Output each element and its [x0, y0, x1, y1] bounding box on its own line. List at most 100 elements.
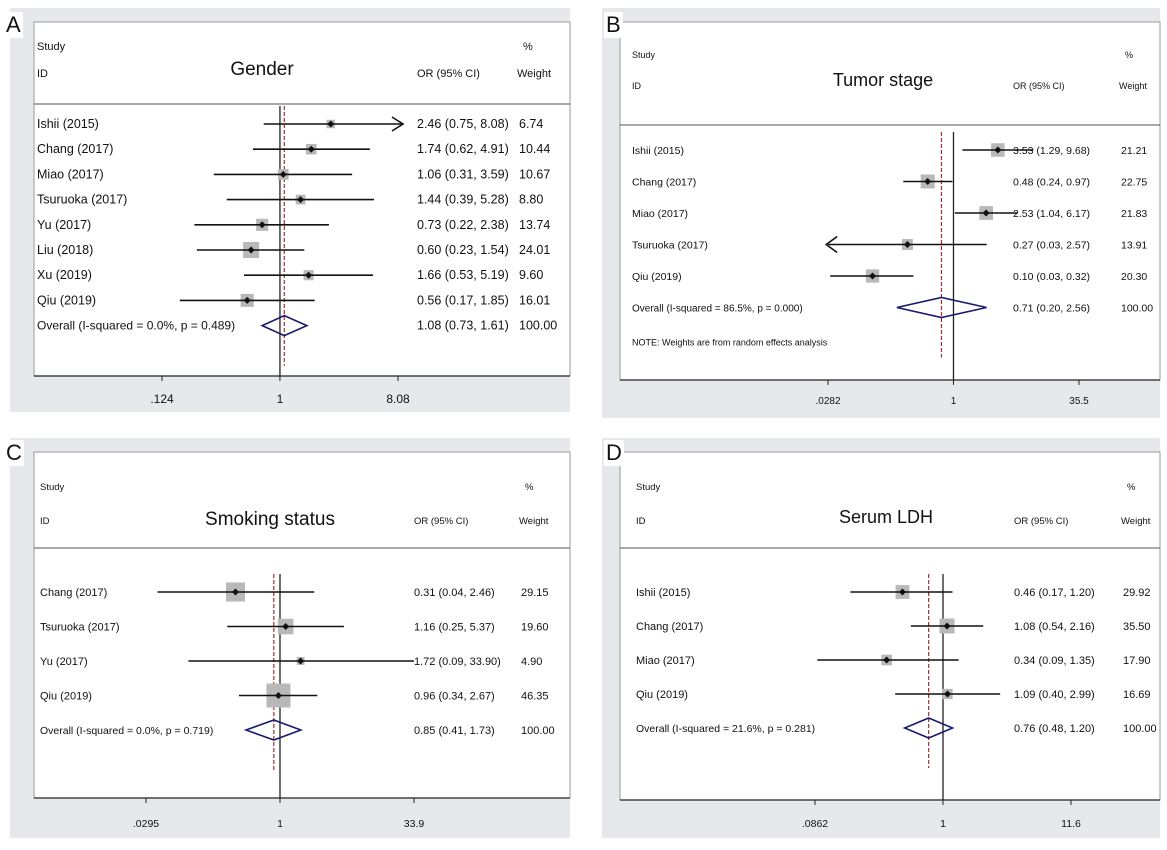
overall-label: Overall (I-squared = 21.6%, p = 0.281): [636, 723, 815, 735]
study-ci: 0.46 (0.17, 1.20): [1014, 587, 1095, 599]
study-ci: 1.66 (0.53, 5.19): [417, 268, 509, 282]
forest-plot-tumor-stage: Study ID Tumor stage OR (95% CI)% Weight Ishi…: [596, 0, 1167, 426]
overall-weight: 100.00: [1123, 723, 1157, 735]
study-ci: 0.34 (0.09, 1.35): [1014, 655, 1095, 667]
study-ci: 2.53 (1.04, 6.17): [1013, 208, 1090, 220]
forest-plot-svg: Study ID Smoking status OR (95% CI)% Weight C…: [10, 438, 571, 838]
study-ci: 0.60 (0.23, 1.54): [417, 243, 509, 257]
study-point-estimate: [898, 588, 906, 596]
study-ci: 0.31 (0.04, 2.46): [414, 587, 495, 599]
study-ci: 1.08 (0.54, 2.16): [1014, 621, 1095, 633]
overall-diamond: [896, 296, 987, 319]
study-label: Miao (2017): [37, 167, 104, 181]
header-or-ci: OR (95% CI): [417, 68, 480, 80]
study-label: Chang (2017): [40, 587, 107, 599]
header-percent: %: [525, 482, 534, 493]
x-tick-label: 8.08: [386, 392, 410, 406]
study-label: Tsuruoka (2017): [40, 622, 120, 634]
header-study: Study: [40, 482, 65, 493]
chart-title: Gender: [230, 59, 294, 80]
study-label: Qiu (2019): [632, 271, 682, 283]
panel-letter: B: [604, 12, 623, 38]
study-point-estimate: [994, 146, 1002, 154]
x-tick-label: 35.5: [1069, 396, 1089, 407]
study-weight: 21.83: [1121, 208, 1147, 220]
study-ci: 1.44 (0.39, 5.28): [417, 193, 509, 207]
overall-weight: 100.00: [1121, 303, 1153, 315]
study-label: Tsuruoka (2017): [632, 240, 708, 252]
study-weight: 9.60: [519, 268, 543, 282]
study-weight: 10.44: [519, 142, 550, 156]
x-tick-label: 1: [277, 392, 284, 406]
study-ci: 0.27 (0.03, 2.57): [1013, 240, 1090, 252]
x-tick-label: .0862: [802, 818, 828, 830]
study-point-estimate: [247, 246, 255, 254]
study-label: Chang (2017): [37, 142, 113, 156]
study-weight: 20.30: [1121, 271, 1147, 283]
study-point-estimate: [297, 196, 305, 204]
study-label: Miao (2017): [636, 655, 695, 667]
header-study: Study: [636, 482, 661, 493]
x-tick-label: 1: [940, 818, 946, 830]
forest-plot-serum-ldh: Study ID Serum LDH OR (95% CI)% Weight Ishii …: [596, 430, 1167, 850]
study-ci: 1.74 (0.62, 4.91): [417, 142, 509, 156]
study-ci: 1.09 (0.40, 2.99): [1014, 689, 1095, 701]
study-weight: 35.50: [1123, 621, 1151, 633]
header-id: ID: [37, 68, 48, 80]
study-weight: 13.74: [519, 218, 550, 232]
study-point-estimate: [307, 145, 315, 153]
forest-plot-smoking-status: Study ID Smoking status OR (95% CI)% Weight C…: [0, 430, 582, 850]
x-tick-label: .124: [150, 392, 174, 406]
study-point-estimate: [282, 623, 290, 630]
weights-note: NOTE: Weights are from random effects an…: [632, 338, 828, 348]
header-id: ID: [40, 516, 50, 527]
study-ci: 0.48 (0.24, 0.97): [1013, 177, 1090, 189]
overall-ci: 1.08 (0.73, 1.61): [417, 319, 509, 333]
study-ci: 0.10 (0.03, 0.32): [1013, 271, 1090, 283]
header-or-ci: OR (95% CI): [414, 516, 468, 527]
study-weight: 10.67: [519, 167, 550, 181]
study-weight: 19.60: [521, 622, 549, 634]
overall-label: Overall (I-squared = 0.0%, p = 0.489): [37, 319, 235, 333]
header-weight: Weight: [1121, 516, 1151, 527]
study-label: Miao (2017): [632, 208, 688, 220]
header-percent: %: [523, 41, 533, 53]
study-point-estimate: [883, 656, 891, 664]
header-weight: Weight: [519, 516, 549, 527]
study-label: Qiu (2019): [636, 689, 688, 701]
study-label: Tsuruoka (2017): [37, 193, 127, 207]
study-point-estimate: [297, 657, 305, 665]
study-point-estimate: [279, 170, 287, 178]
study-ci: 0.56 (0.17, 1.85): [417, 293, 509, 307]
x-tick-label: .0295: [133, 818, 159, 830]
plot-area: [619, 451, 1161, 801]
study-weight: 24.01: [519, 243, 550, 257]
study-label: Chang (2017): [632, 177, 696, 189]
header-or-ci: OR (95% CI): [1014, 516, 1068, 527]
study-weight: 8.80: [519, 193, 543, 207]
study-label: Ishii (2015): [632, 145, 684, 157]
chart-title: Serum LDH: [839, 507, 933, 527]
study-ci-arrow: [391, 116, 405, 132]
study-weight: 29.15: [521, 587, 549, 599]
study-weight: 17.90: [1123, 655, 1151, 667]
study-label: Ishii (2015): [636, 587, 690, 599]
study-point-estimate: [327, 120, 335, 128]
study-ci-arrow: [824, 235, 838, 254]
study-point-estimate: [943, 622, 951, 630]
forest-plot-gender: Study ID Gender OR (95% CI)% Weight Ishii (20…: [0, 0, 582, 426]
header-study: Study: [37, 41, 66, 53]
study-weight: 13.91: [1121, 240, 1147, 252]
header-id: ID: [632, 81, 642, 91]
study-label: Yu (2017): [40, 656, 88, 668]
study-weight: 6.74: [519, 117, 543, 131]
overall-diamond: [243, 719, 304, 741]
study-ci: 3.53 (1.29, 9.68): [1013, 145, 1090, 157]
study-weight: 16.01: [519, 293, 550, 307]
study-weight: 21.21: [1121, 145, 1147, 157]
study-label: Yu (2017): [37, 218, 91, 232]
study-point-estimate: [231, 588, 239, 596]
study-point-estimate: [944, 690, 952, 698]
header-id: ID: [636, 516, 646, 527]
study-weight: 4.90: [521, 656, 542, 668]
